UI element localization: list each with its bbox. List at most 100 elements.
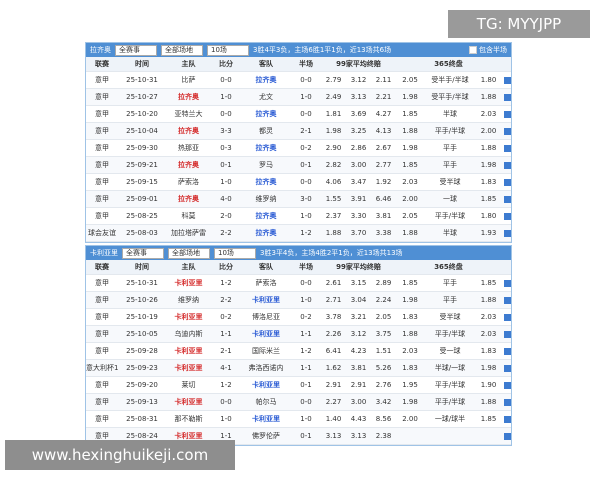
- summary: 3胜3平4负，主场4胜2平1负，近13场共13场: [260, 249, 403, 257]
- cell: 卡利亚里: [174, 364, 203, 372]
- cell: 拉齐奥: [255, 212, 277, 220]
- watermark: TG: MYYJPP: [448, 10, 590, 38]
- cell: 2.38: [375, 432, 392, 440]
- icon[interactable]: [503, 415, 511, 423]
- cell: 维罗纳: [255, 195, 277, 203]
- cell: 0-0: [300, 76, 312, 84]
- icon[interactable]: [503, 296, 511, 304]
- cell: 4.27: [375, 110, 392, 118]
- match-row: 意甲 25-10-27 拉齐奥 1-0 尤文 1-0 2.49 3.13 2.21 1.98 受平手…: [86, 89, 511, 106]
- icon-cell: [501, 93, 513, 101]
- cell: 1.88: [480, 296, 497, 304]
- cell: 0-2: [220, 313, 232, 321]
- cell: 2.21: [375, 93, 392, 101]
- cell: 维罗纳: [178, 296, 199, 304]
- dropdown[interactable]: 全赛事: [122, 247, 164, 259]
- cell: 意大利杯1/16: [86, 364, 118, 372]
- column-header: 联赛: [95, 60, 109, 68]
- match-row: 意甲 25-09-20 莱切 1-2 卡利亚里 0-1 2.91 2.91 2.76 1.95 平手…: [86, 377, 511, 394]
- icon[interactable]: [503, 76, 511, 84]
- option[interactable]: 包含半场: [469, 45, 507, 55]
- cell: 3.25: [350, 127, 367, 135]
- cell: 0-1: [300, 432, 312, 440]
- cell: 拉齐奥: [178, 127, 199, 135]
- cell: 受平手/半球: [431, 93, 469, 101]
- match-row: 意甲 25-10-05 乌迪内斯 1-1 卡利亚里 1-1 2.26 3.12 3.75 1.88…: [86, 326, 511, 343]
- cell: 2.91: [350, 381, 367, 389]
- dropdown[interactable]: 10场: [214, 247, 256, 259]
- cell: 2.82: [325, 161, 342, 169]
- column-header: 客队: [259, 263, 273, 271]
- filter-bar: 卡利亚里 全赛事 全部场地 10场 3胜3平4负，主场4胜2平1负，近13场共13场: [86, 246, 511, 260]
- cell: 2-2: [220, 296, 232, 304]
- dropdown[interactable]: 全部场地: [161, 44, 203, 56]
- match-row: 意甲 25-09-28 卡利亚里 2-1 国际米兰 1-2 6.41 4.23 1.51 2.03…: [86, 343, 511, 360]
- cell: 2.67: [375, 144, 392, 152]
- cell: 2.86: [350, 144, 367, 152]
- icon[interactable]: [503, 93, 511, 101]
- cell: 1.90: [480, 381, 497, 389]
- dropdown[interactable]: 10场: [207, 44, 249, 56]
- cell: 卡利亚里: [252, 330, 280, 338]
- icon[interactable]: [503, 229, 511, 237]
- cell: 卡利亚里: [174, 432, 203, 440]
- icon[interactable]: [503, 398, 511, 406]
- cell: 4.06: [325, 178, 342, 186]
- cell: 帕尔马: [255, 398, 277, 406]
- icon[interactable]: [503, 347, 511, 355]
- icon[interactable]: [503, 330, 511, 338]
- option-label: 包含半场: [479, 46, 507, 54]
- cell: 1.83: [480, 347, 497, 355]
- icon-cell: [501, 398, 513, 406]
- cell: 1.93: [480, 229, 497, 237]
- cell: 1.98: [480, 161, 497, 169]
- cell: 2.27: [325, 398, 342, 406]
- cell: 0-2: [300, 313, 312, 321]
- cell: 0-1: [300, 161, 312, 169]
- cell: 意甲: [95, 347, 109, 355]
- cell: 一球: [443, 195, 457, 203]
- icon[interactable]: [503, 195, 511, 203]
- cell: 博洛尼亚: [252, 313, 280, 321]
- icon[interactable]: [503, 364, 511, 372]
- icon[interactable]: [503, 144, 511, 152]
- icon[interactable]: [503, 381, 511, 389]
- icon[interactable]: [503, 178, 511, 186]
- icon[interactable]: [503, 212, 511, 220]
- icon[interactable]: [503, 432, 511, 440]
- dropdown[interactable]: 全赛事: [115, 44, 157, 56]
- icon[interactable]: [503, 161, 511, 169]
- cell: 25-10-04: [126, 127, 158, 135]
- cell: 0-0: [300, 178, 312, 186]
- icon-cell: [501, 296, 513, 304]
- column-header: 主队: [181, 60, 196, 68]
- column-header: 时间: [135, 60, 149, 68]
- checkbox[interactable]: [469, 46, 477, 54]
- dropdown[interactable]: 全部场地: [168, 247, 210, 259]
- cell: 25-08-03: [126, 229, 158, 237]
- icon-cell: [501, 76, 513, 84]
- cell: 1.88: [402, 330, 418, 338]
- cell: 平手: [443, 296, 457, 304]
- cell: 25-09-01: [126, 195, 158, 203]
- icon[interactable]: [503, 127, 511, 135]
- cell: 2.05: [375, 313, 392, 321]
- icon[interactable]: [503, 110, 511, 118]
- cell: 2.77: [375, 161, 392, 169]
- cell: 25-08-24: [126, 432, 158, 440]
- cell: 4.43: [350, 415, 367, 423]
- cell: 1.98: [480, 364, 497, 372]
- match-row: 意甲 25-10-31 卡利亚里 1-2 萨索洛 0-0 2.61 3.15 2.89 1.85 平…: [86, 275, 511, 292]
- cell: 1-0: [300, 93, 312, 101]
- cell: 25-09-21: [126, 161, 158, 169]
- cell: 3.70: [350, 229, 367, 237]
- cell: 萨索洛: [178, 178, 199, 186]
- icon[interactable]: [503, 279, 511, 287]
- match-row: 意甲 25-09-13 卡利亚里 0-0 帕尔马 0-0 2.27 3.00 3.42 1.98 平…: [86, 394, 511, 411]
- icon[interactable]: [503, 313, 511, 321]
- match-row: 意甲 25-09-30 热那亚 0-3 拉齐奥 0-2 2.90 2.86 2.67 1.98 平手…: [86, 140, 511, 157]
- cell: 6.46: [375, 195, 392, 203]
- cell: 意甲: [95, 296, 109, 304]
- cell: 乌迪内斯: [174, 330, 203, 338]
- cell: 3.00: [350, 398, 367, 406]
